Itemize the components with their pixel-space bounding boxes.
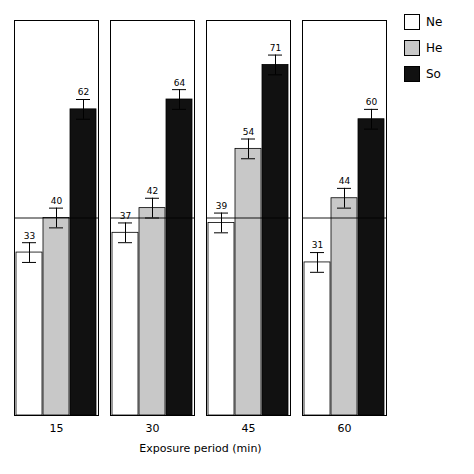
svg-text:64: 64 bbox=[174, 78, 186, 88]
svg-text:62: 62 bbox=[78, 87, 89, 97]
svg-text:Exposure period (min): Exposure period (min) bbox=[139, 442, 261, 455]
svg-text:40: 40 bbox=[51, 196, 63, 206]
html-text:He: He bbox=[426, 41, 443, 55]
svg-text:39: 39 bbox=[216, 201, 228, 211]
svg-text:15: 15 bbox=[50, 422, 64, 435]
svg-text:37: 37 bbox=[120, 211, 131, 221]
svg-text:71: 71 bbox=[270, 43, 281, 53]
svg-text:30: 30 bbox=[146, 422, 160, 435]
svg-text:44: 44 bbox=[339, 176, 351, 186]
svg-text:60: 60 bbox=[366, 97, 378, 107]
svg-text:54: 54 bbox=[243, 127, 255, 137]
svg-text:31: 31 bbox=[312, 240, 323, 250]
svg-text:33: 33 bbox=[24, 231, 35, 241]
html-text:Ne: Ne bbox=[426, 15, 443, 29]
html-text:So: So bbox=[426, 67, 441, 81]
svg-text:45: 45 bbox=[242, 422, 256, 435]
svg-text:42: 42 bbox=[147, 186, 158, 196]
svg-text:60: 60 bbox=[338, 422, 352, 435]
